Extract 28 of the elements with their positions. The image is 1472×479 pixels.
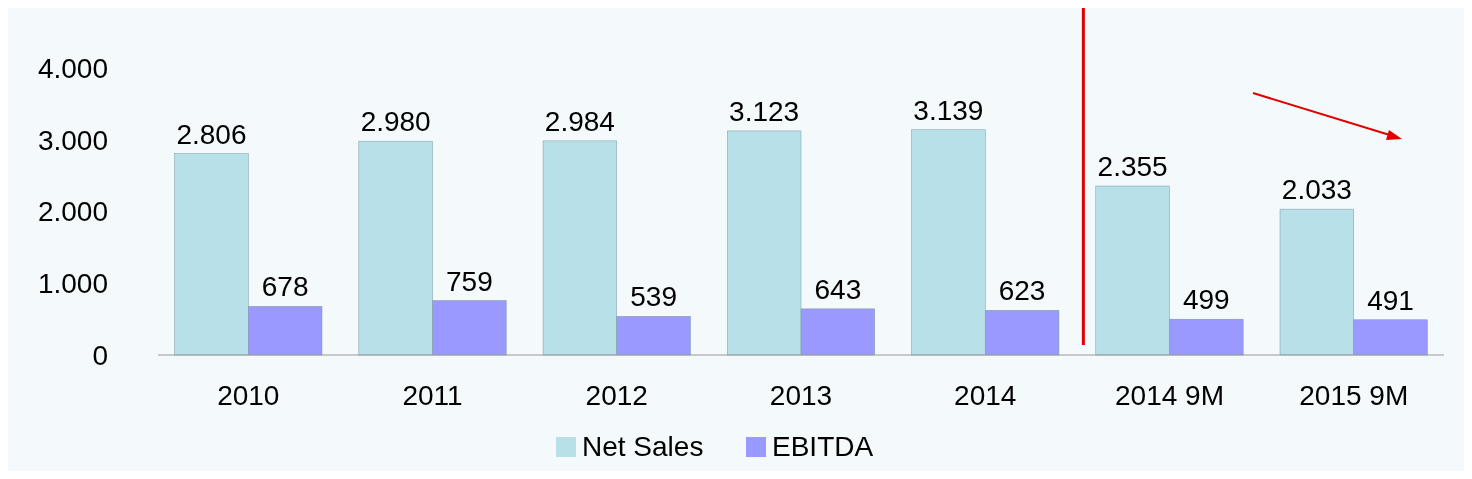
data-label: 678 bbox=[261, 271, 309, 303]
data-label: 643 bbox=[814, 273, 862, 305]
data-label: 2.806 bbox=[176, 118, 247, 150]
x-tick-label: 2014 bbox=[954, 380, 1017, 411]
x-tick-label: 2014 9M bbox=[1115, 380, 1224, 411]
data-label: 491 bbox=[1367, 284, 1414, 316]
x-tick-label: 2015 9M bbox=[1299, 380, 1409, 411]
data-label: 3.139 bbox=[913, 94, 984, 126]
data-label: 2.033 bbox=[1281, 174, 1352, 206]
y-tick-label: 1.000 bbox=[37, 268, 108, 300]
x-tick-label: 2013 bbox=[769, 380, 833, 411]
data-label: 3.123 bbox=[729, 95, 800, 127]
data-label: 623 bbox=[998, 275, 1046, 307]
y-tick-label: 0 bbox=[92, 339, 108, 371]
data-label: 2.984 bbox=[544, 105, 615, 137]
data-label: 539 bbox=[630, 281, 677, 313]
legend-label: EBITDA bbox=[772, 431, 874, 462]
y-tick-label: 4.000 bbox=[37, 52, 108, 84]
x-tick-label: 2011 bbox=[402, 380, 463, 411]
y-tick-label: 3.000 bbox=[37, 124, 108, 156]
legend-label: Net Sales bbox=[582, 431, 704, 462]
x-tick-label: 2010 bbox=[217, 380, 280, 411]
data-label: 2.355 bbox=[1097, 151, 1168, 183]
data-label: 499 bbox=[1182, 284, 1230, 316]
data-label: 2.980 bbox=[360, 106, 431, 138]
x-tick-label: 2012 bbox=[585, 380, 648, 411]
data-label: 759 bbox=[446, 265, 493, 297]
y-tick-label: 2.000 bbox=[37, 196, 108, 228]
